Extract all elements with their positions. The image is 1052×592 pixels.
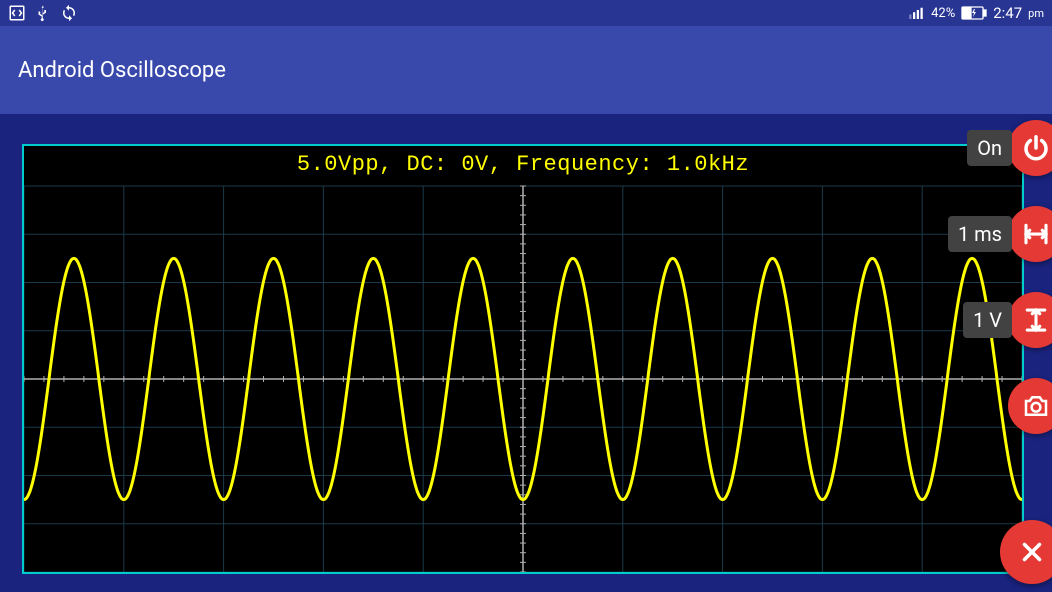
timebase-button[interactable]: [1008, 206, 1052, 262]
status-left: [8, 4, 78, 22]
devtools-icon: [8, 4, 26, 22]
capture-button[interactable]: [1008, 378, 1052, 434]
clock-suffix: pm: [1028, 7, 1044, 20]
oscilloscope-screen[interactable]: 5.0Vpp, DC: 0V, Frequency: 1.0kHz: [22, 144, 1024, 574]
clock-time: 2:47: [993, 4, 1022, 22]
timebase-tag: 1 ms: [948, 216, 1012, 252]
app-title: Android Oscilloscope: [18, 58, 226, 83]
battery-pct-label: 42%: [931, 6, 955, 21]
sync-icon: [60, 4, 78, 22]
scope-canvas: [24, 146, 1022, 572]
hspan-icon: [1021, 219, 1051, 249]
capture-control: [1008, 378, 1052, 434]
close-button[interactable]: [1000, 520, 1052, 584]
status-right: 42% 2:47 pm: [907, 4, 1044, 22]
power-icon: [1021, 133, 1051, 163]
power-state-tag: On: [967, 130, 1012, 166]
voltdiv-control: 1 V: [963, 292, 1052, 348]
control-column: On 1 ms 1 V: [948, 120, 1052, 584]
camera-icon: [1021, 391, 1051, 421]
power-button[interactable]: [1008, 120, 1052, 176]
signal-readout: 5.0Vpp, DC: 0V, Frequency: 1.0kHz: [24, 152, 1022, 177]
battery-charging-icon: [961, 6, 987, 20]
signal-icon: [907, 4, 925, 22]
close-icon: [1017, 537, 1047, 567]
timebase-control: 1 ms: [948, 206, 1052, 262]
vspan-icon: [1021, 305, 1051, 335]
voltdiv-button[interactable]: [1008, 292, 1052, 348]
power-control: On: [967, 120, 1052, 176]
usb-icon: [34, 4, 52, 22]
app-bar: Android Oscilloscope: [0, 26, 1052, 114]
android-status-bar: 42% 2:47 pm: [0, 0, 1052, 26]
voltdiv-tag: 1 V: [963, 302, 1012, 338]
